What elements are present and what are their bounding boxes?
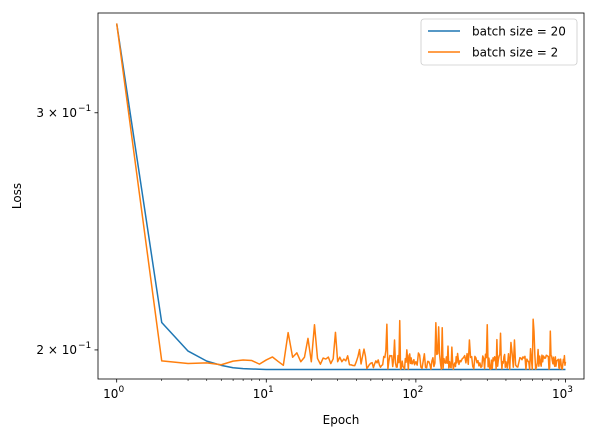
series-line-0: [115, 23, 566, 371]
series-layer: [115, 23, 567, 371]
x-tick-label: 101: [253, 385, 274, 401]
series-line-1: [115, 23, 567, 370]
y-tick-exponent: −1: [78, 341, 91, 351]
plot-area: [98, 13, 584, 379]
y-tick-exponent: −1: [78, 104, 91, 114]
y-tick-label: 2 × 10: [36, 343, 77, 357]
legend-label-batch-2: batch size = 2: [472, 46, 558, 60]
y-tick-label: 3 × 10: [36, 106, 77, 120]
y-axis-title: Loss: [10, 183, 24, 209]
x-tick-label: 102: [402, 385, 423, 401]
x-axis-title: Epoch: [323, 413, 360, 427]
x-axis-ticks: 100 101 102 103: [103, 379, 573, 401]
y-axis-ticks: 2 × 10 −13 × 10 −1: [36, 104, 98, 357]
axes-frame: [97, 12, 585, 380]
legend: batch size = 20 batch size = 2: [420, 18, 578, 66]
x-tick-exponent: 3: [567, 385, 573, 395]
x-tick-label: 100: [103, 385, 124, 401]
x-tick-exponent: 1: [268, 385, 274, 395]
x-tick-label: 103: [552, 385, 573, 401]
legend-label-batch-20: batch size = 20: [472, 25, 566, 39]
x-tick-exponent: 2: [418, 385, 424, 395]
x-tick-exponent: 0: [118, 385, 124, 395]
